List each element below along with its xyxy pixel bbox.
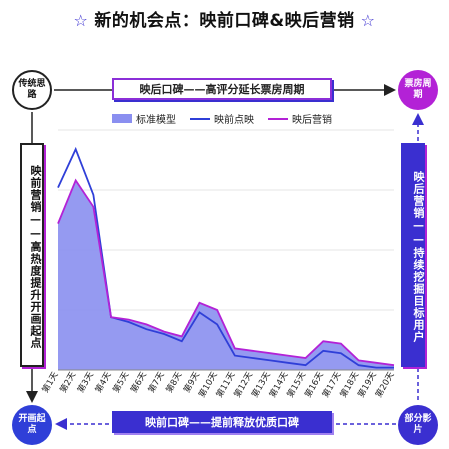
star-icon: ☆ <box>73 11 89 30</box>
x-tick-label: 第20天 <box>373 370 397 400</box>
title-text: 新的机会点：映前口碑&映后营销 <box>94 11 355 31</box>
x-tick-label: 第1天 <box>40 370 61 395</box>
side-box-right: 映后营销——持续挖掘目标用户 <box>401 143 425 367</box>
corner-traditional: 传统思路 <box>12 70 52 110</box>
series-post-marketing-line <box>57 178 395 367</box>
x-tick-label: 第7天 <box>146 370 167 395</box>
side-box-left: 映前营销——高热度提升开画起点 <box>20 143 44 367</box>
series-standard-model-area <box>58 180 394 370</box>
corner-some-films: 部分影片 <box>398 405 438 445</box>
x-tick-label: 第4天 <box>93 370 114 395</box>
x-tick-label: 第6天 <box>128 370 149 395</box>
legend-swatch <box>112 114 132 123</box>
legend-label: 映前点映 <box>214 113 254 126</box>
corner-label: 传统思路 <box>18 79 46 100</box>
corner-opening-point: 开画起点 <box>12 405 52 445</box>
corner-label: 票房周期 <box>404 79 432 100</box>
legend-label: 映后营销 <box>292 113 332 126</box>
page-title: ☆ 新的机会点：映前口碑&映后营销 ☆ <box>0 6 449 31</box>
banner-top: 映后口碑——高评分延长票房周期 <box>112 78 332 100</box>
x-tick-label: 第2天 <box>58 370 79 395</box>
corner-box-office-cycle: 票房周期 <box>398 70 438 110</box>
star-icon: ☆ <box>360 11 376 30</box>
x-tick-label: 第3天 <box>75 370 96 395</box>
legend-label: 标准模型 <box>136 113 176 126</box>
corner-label: 部分影片 <box>404 414 432 435</box>
x-tick-label: 第8天 <box>164 370 185 395</box>
corner-label: 开画起点 <box>18 414 46 435</box>
banner-bottom: 映前口碑——提前释放优质口碑 <box>112 411 332 433</box>
x-tick-label: 第5天 <box>111 370 132 395</box>
